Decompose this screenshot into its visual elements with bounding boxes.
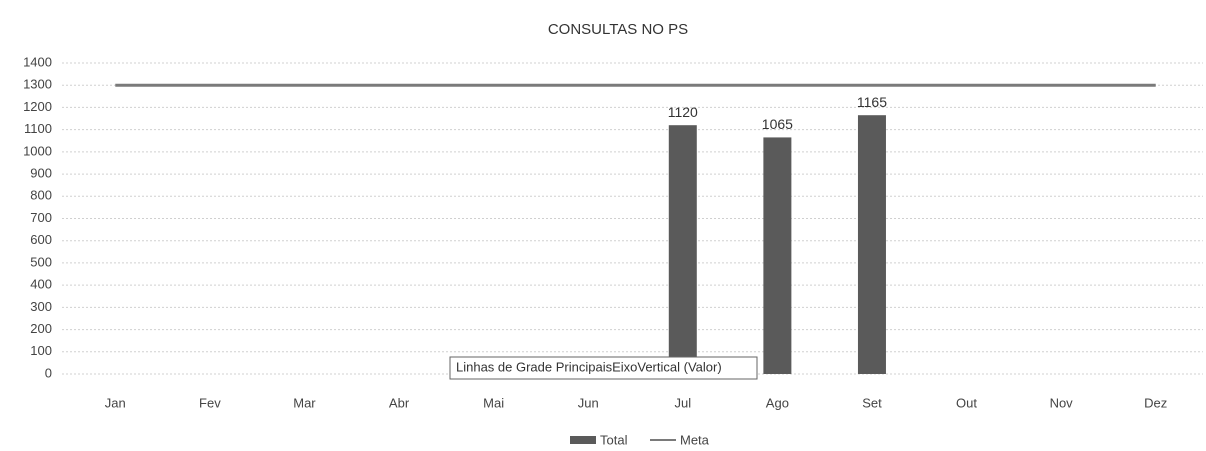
tooltip: Linhas de Grade PrincipaisEixoVertical (…: [456, 359, 722, 374]
y-tick-label: 1300: [23, 77, 52, 92]
y-tick-label: 800: [30, 188, 52, 203]
x-tick-label: Dez: [1144, 395, 1167, 410]
y-tick-label: 200: [30, 321, 52, 336]
y-tick-label: 1200: [23, 99, 52, 114]
y-tick-label: 300: [30, 299, 52, 314]
x-tick-label: Abr: [389, 395, 410, 410]
x-tick-label: Mar: [293, 395, 316, 410]
y-tick-label: 600: [30, 232, 52, 247]
legend-label: Total: [600, 432, 628, 447]
x-tick-label: Nov: [1050, 395, 1074, 410]
y-tick-label: 1000: [23, 143, 52, 158]
y-tick-label: 0: [45, 365, 52, 380]
tooltip-box: [449, 356, 758, 380]
x-tick-label: Jun: [578, 395, 599, 410]
legend-label: Meta: [680, 432, 710, 447]
data-label: 1165: [857, 94, 887, 110]
data-label: 1120: [668, 104, 698, 120]
x-tick-label: Out: [956, 395, 977, 410]
y-tick-label: 1100: [24, 121, 52, 136]
y-tick-label: 700: [30, 210, 52, 225]
x-tick-label: Ago: [766, 395, 789, 410]
legend-swatch: [570, 436, 596, 444]
data-label: 1065: [762, 116, 793, 132]
bar: [857, 115, 886, 374]
y-tick-label: 500: [30, 254, 52, 269]
y-tick-label: 1400: [23, 54, 52, 69]
bar: [668, 125, 697, 374]
chart-title: CONSULTAS NO PS: [548, 21, 688, 38]
y-tick-label: 900: [30, 166, 52, 181]
x-tick-label: Fev: [199, 395, 221, 410]
x-tick-label: Mai: [483, 395, 504, 410]
bar: [763, 137, 792, 374]
x-tick-label: Jan: [105, 395, 126, 410]
y-tick-label: 400: [30, 277, 52, 292]
x-tick-label: Jul: [674, 395, 691, 410]
x-tick-label: Set: [862, 395, 882, 410]
y-tick-label: 100: [30, 343, 52, 358]
